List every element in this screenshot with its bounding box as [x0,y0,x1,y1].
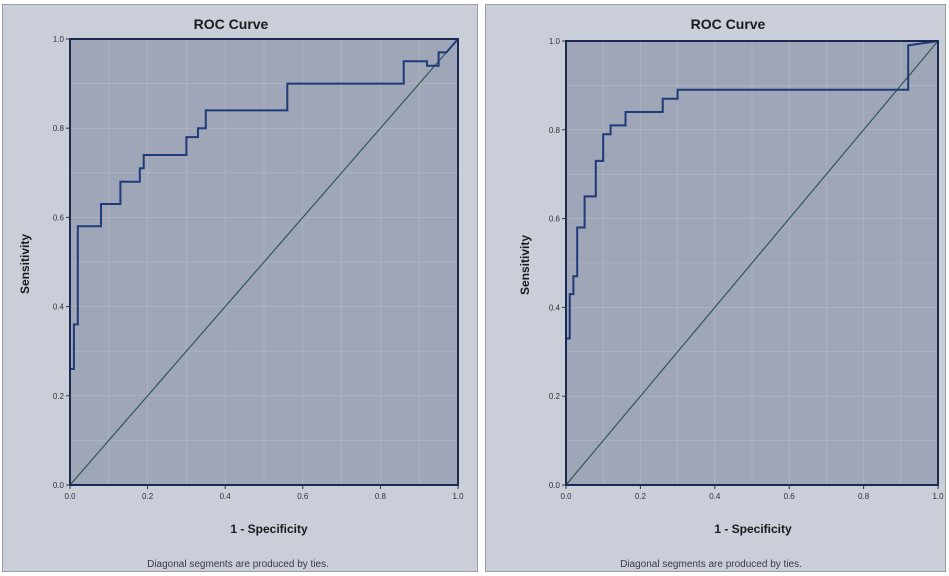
x-tick-label: 0.2 [142,492,154,501]
x-tick-label: 0.2 [635,492,647,501]
y-tick-label: 1.0 [53,35,65,44]
x-axis-label: 1 - Specificity [714,522,792,536]
roc-chart-right-svg: 0.0 0.2 0.4 0.6 0.8 1.0 0.0 0.2 0.4 0.6 0.8 1.0 ROC… [518,16,944,570]
reference-diagonal-line [69,38,459,486]
roc-chart-left: 0.0 0.2 0.4 0.6 0.8 1.0 0.0 0.2 0.4 0.6 0.8 1.0 ROC… [2,4,478,572]
x-tick-label: 0.8 [375,492,387,501]
x-tick-label: 0.4 [220,492,232,501]
y-tick-label: 0.4 [53,303,65,312]
y-tick-label: 0.8 [53,124,65,133]
y-axis-label: Sensitivity [18,234,32,294]
y-axis-label: Sensitivity [518,235,532,295]
y-tick-label: 1.0 [549,37,561,46]
y-tick-label: 0.2 [53,392,65,401]
x-tick-label: 0.8 [858,492,870,501]
chart-title: ROC Curve [194,16,269,32]
y-tick-label: 0.0 [549,481,561,490]
x-tick-label: 0.0 [560,492,572,501]
y-tick-label: 0.2 [549,392,561,401]
chart-footnote: Diagonal segments are produced by ties. [620,559,802,570]
roc-curve-line [69,38,459,485]
roc-chart-left-svg: 0.0 0.2 0.4 0.6 0.8 1.0 0.0 0.2 0.4 0.6 0.8 1.0 ROC… [18,16,464,570]
y-tick-label: 0.6 [53,213,65,222]
y-tick-label: 0.0 [53,481,65,490]
x-axis-label: 1 - Specificity [230,522,308,536]
y-tick-label: 0.4 [549,303,561,312]
x-tick-label: 1.0 [932,492,944,501]
x-tick-label: 1.0 [452,492,464,501]
chart-title: ROC Curve [691,16,766,32]
y-tick-label: 0.6 [549,215,561,224]
x-tick-label: 0.6 [297,492,309,501]
x-tick-label: 0.4 [709,492,721,501]
x-tick-label: 0.0 [64,492,76,501]
plot-frame [69,38,459,486]
y-tick-label: 0.8 [549,126,561,135]
roc-chart-right: 0.0 0.2 0.4 0.6 0.8 1.0 0.0 0.2 0.4 0.6 0.8 1.0 ROC… [485,4,946,572]
plot-frame [565,40,939,486]
roc-curve-line [565,40,939,485]
x-tick-label: 0.6 [784,492,796,501]
chart-footnote: Diagonal segments are produced by ties. [147,559,329,570]
reference-diagonal-line [565,40,939,486]
